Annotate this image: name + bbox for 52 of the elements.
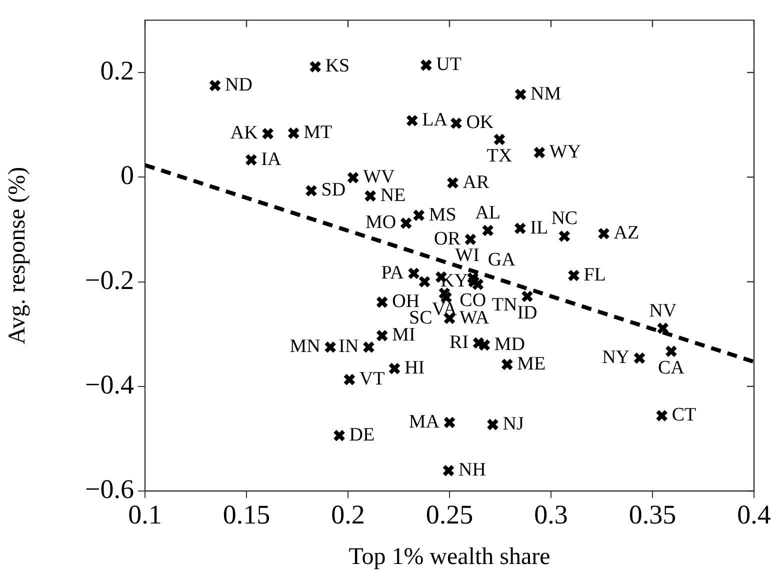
data-label: TX [486,145,512,166]
data-label: LA [422,110,448,131]
data-label: CT [672,404,697,426]
y-tick-label: −0.4 [85,369,134,400]
data-label: MN [290,336,321,358]
data-label: VA [432,299,458,320]
data-label: ID [517,302,538,324]
data-label: AR [462,172,490,193]
data-label: IA [261,148,282,170]
data-label: RI [450,332,469,353]
y-tick-label: 0.2 [100,56,134,86]
data-label: WY [549,142,582,163]
data-label: MO [365,212,396,234]
data-label: FL [584,264,606,286]
data-label: PA [381,262,404,284]
x-axis-title: Top 1% wealth share [348,544,550,570]
data-label: NM [530,83,562,104]
data-label: MD [494,334,526,356]
data-label: OK [466,112,494,134]
x-tick-label: 0.3 [534,499,568,530]
data-label: TN [492,294,518,316]
data-label: AZ [614,222,640,244]
data-label: MS [428,204,456,226]
x-tick-label: 0.4 [737,499,772,530]
data-label: HI [404,358,425,379]
y-tick-label: 0 [120,160,134,190]
data-label: UT [436,54,462,76]
data-label: ND [225,74,252,96]
data-label: IL [530,217,548,238]
x-tick-label: 0.35 [628,499,676,530]
data-label: NY [602,347,630,368]
data-label: GA [488,250,516,271]
y-tick-label: −0.2 [85,264,134,295]
data-label: KS [325,56,350,77]
x-tick-label: 0.2 [331,499,365,530]
x-tick-label: 0.15 [222,499,270,530]
data-label: NH [458,460,486,481]
data-label: AK [230,122,258,144]
data-label: MA [408,411,440,432]
data-label: NJ [502,414,524,435]
data-label: NC [551,208,578,230]
data-label: AL [475,202,501,224]
data-label: DE [349,424,375,446]
data-label: IN [338,336,359,358]
data-label: MT [304,122,332,144]
data-label: CA [658,357,685,378]
data-label: SD [321,180,346,201]
x-tick-label: 0.25 [426,499,474,530]
data-label: ME [517,353,546,374]
y-axis-title: Avg. response (%) [4,166,31,344]
data-label: NV [649,300,677,322]
data-label: VT [359,368,386,390]
